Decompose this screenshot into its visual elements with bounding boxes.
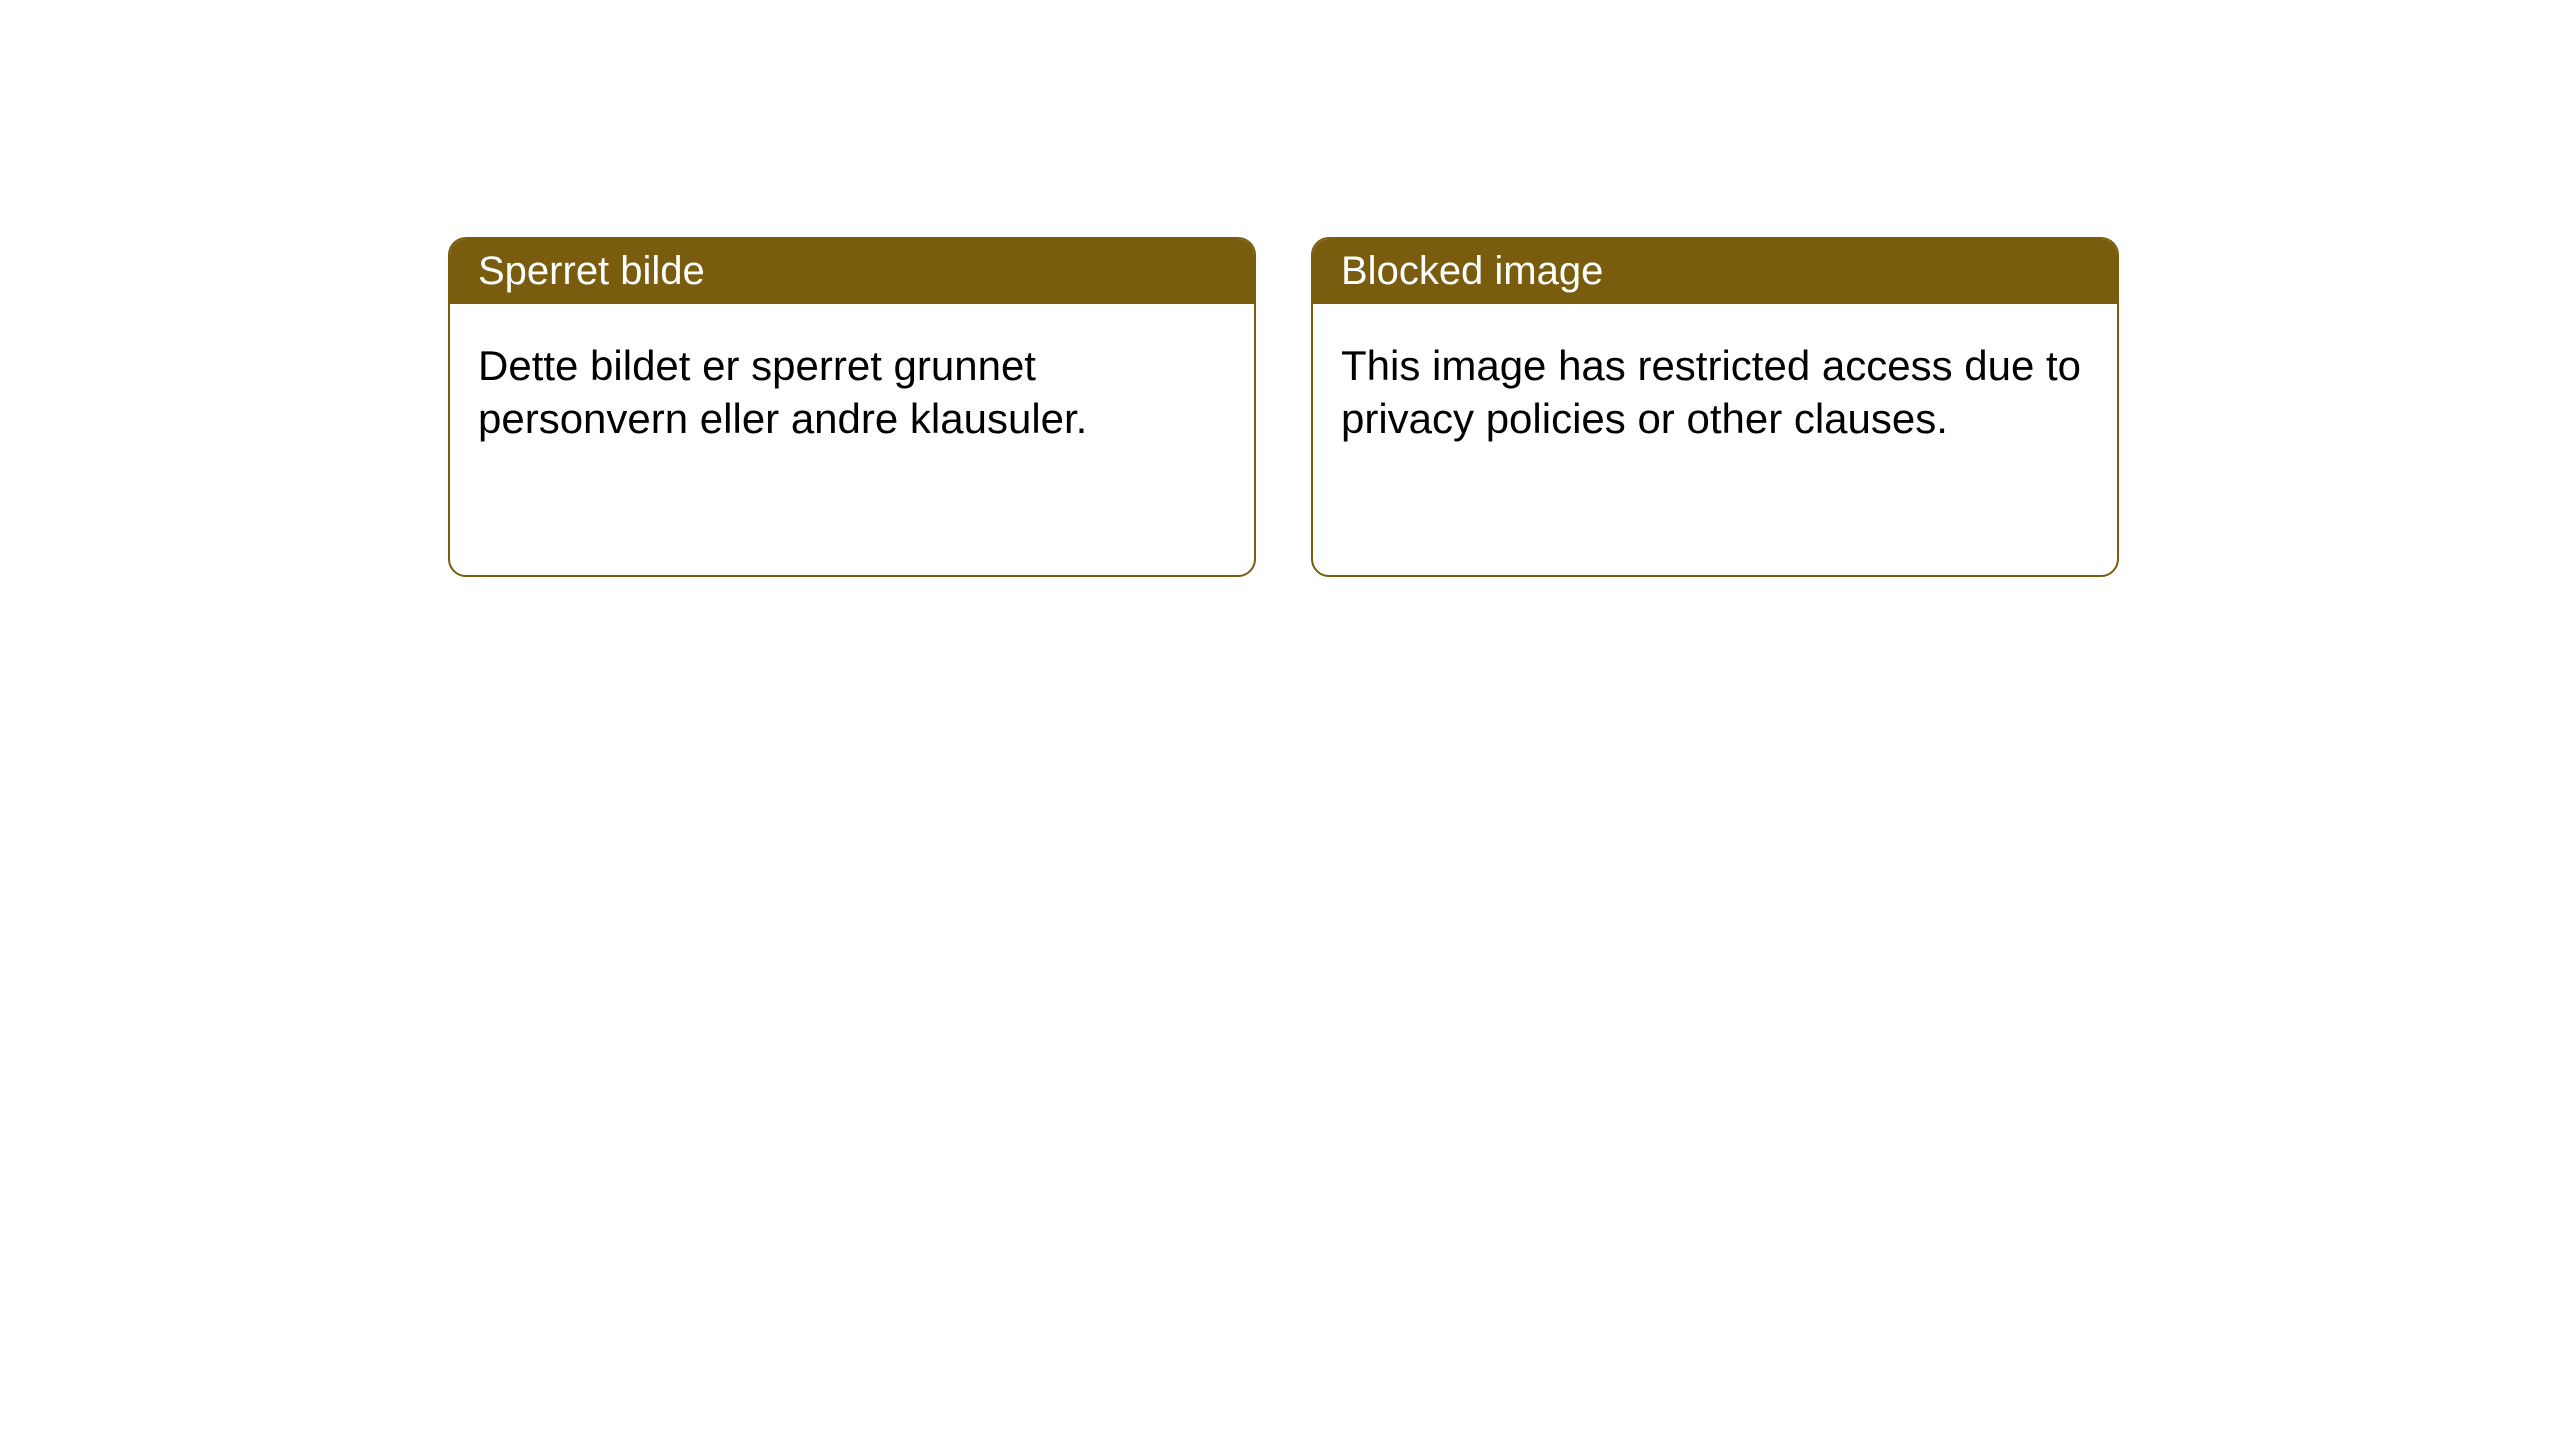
- card-body: Dette bildet er sperret grunnet personve…: [450, 304, 1254, 481]
- card-body: This image has restricted access due to …: [1313, 304, 2117, 481]
- card-header-text: Blocked image: [1341, 249, 1603, 293]
- card-header-text: Sperret bilde: [478, 249, 705, 293]
- card-body-text: Dette bildet er sperret grunnet personve…: [478, 342, 1087, 442]
- blocked-image-card-no: Sperret bilde Dette bildet er sperret gr…: [448, 237, 1256, 577]
- card-header: Sperret bilde: [450, 239, 1254, 304]
- notice-container: Sperret bilde Dette bildet er sperret gr…: [448, 237, 2119, 577]
- card-body-text: This image has restricted access due to …: [1341, 342, 2081, 442]
- card-header: Blocked image: [1313, 239, 2117, 304]
- blocked-image-card-en: Blocked image This image has restricted …: [1311, 237, 2119, 577]
